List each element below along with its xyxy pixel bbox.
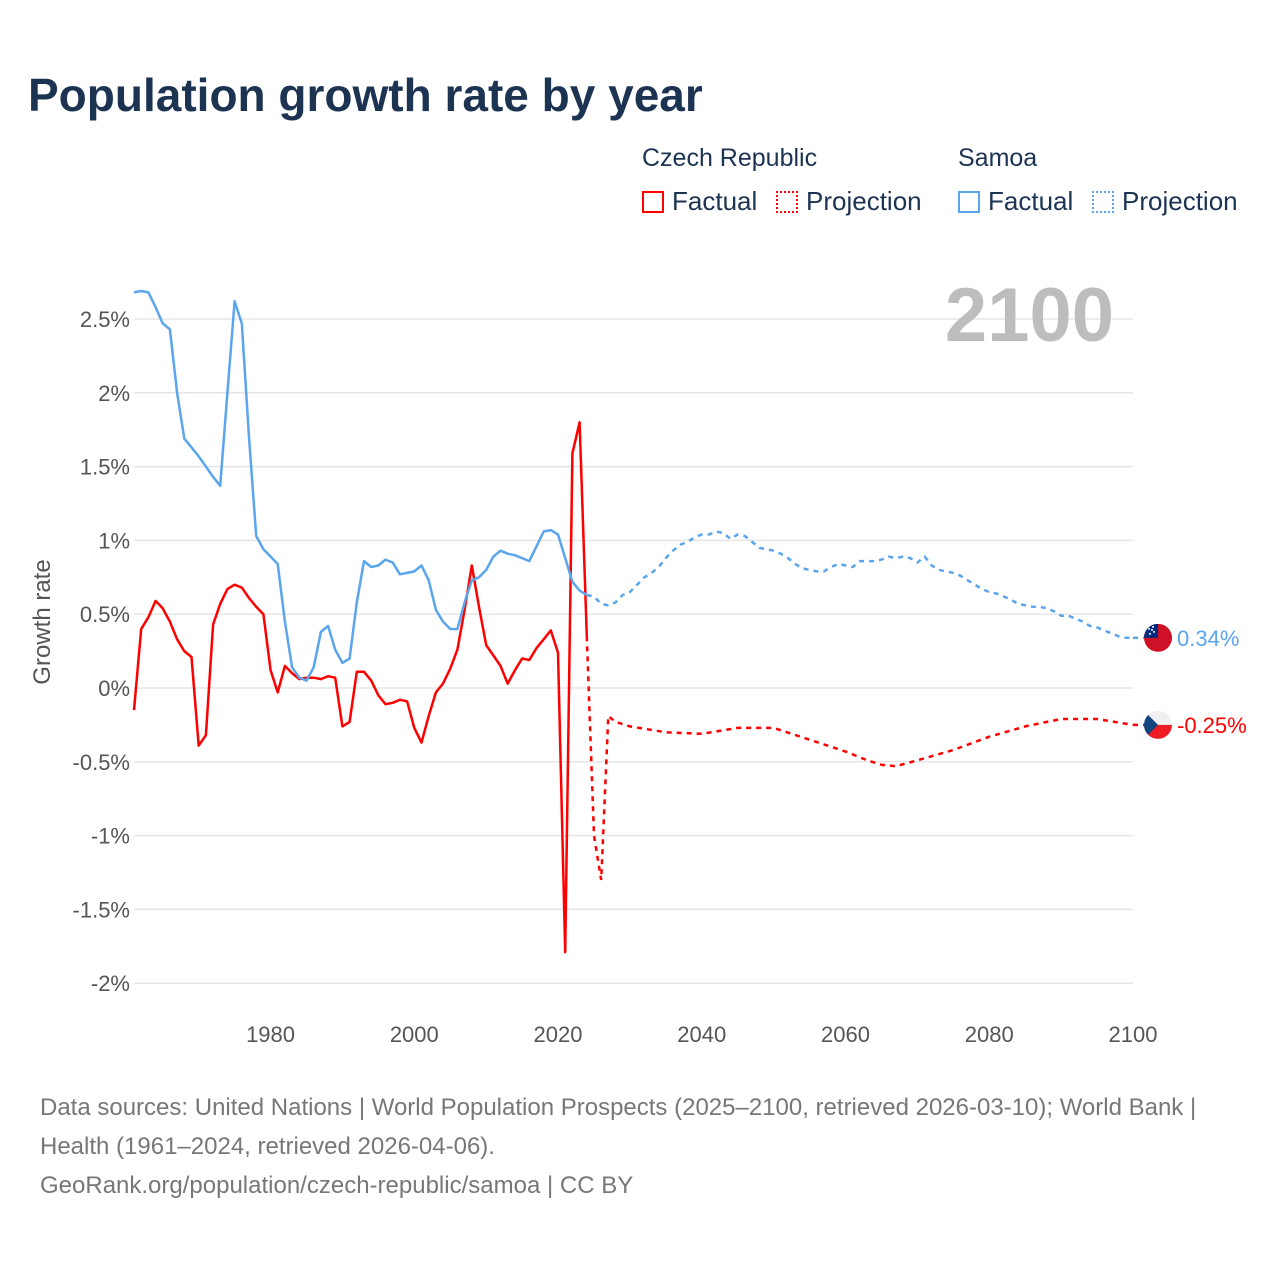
y-tick-label: -0.5% xyxy=(73,750,130,775)
y-tick-label: 0% xyxy=(98,676,130,701)
flag-star xyxy=(1153,630,1155,633)
legend-swatch-dotted xyxy=(776,190,798,213)
flag-shape xyxy=(1144,623,1172,652)
legend-swatch-dotted xyxy=(1092,190,1114,213)
legend-czech-factual[interactable]: Factual xyxy=(642,186,757,217)
legend-group-czech: Czech Republic xyxy=(642,144,818,172)
x-tick-label: 1980 xyxy=(246,1022,295,1047)
flag-triangle xyxy=(1144,710,1158,739)
flag-star xyxy=(1152,625,1154,628)
legend-label: Projection xyxy=(1122,186,1238,216)
footer: Data sources: United Nations | World Pop… xyxy=(40,1088,1240,1205)
attribution-link[interactable]: GeoRank.org/population/czech-republic/sa… xyxy=(40,1172,634,1199)
flag-star xyxy=(1149,632,1151,635)
y-tick-label: 1.5% xyxy=(80,455,130,480)
x-tick-label: 2080 xyxy=(965,1022,1014,1047)
x-tick-label: 2100 xyxy=(1109,1022,1158,1047)
x-tick-label: 2020 xyxy=(534,1022,583,1047)
legend-label: Factual xyxy=(988,186,1074,216)
samoa-flag-icon xyxy=(1144,623,1172,652)
y-axis-label: Growth rate xyxy=(29,559,56,684)
plot-area: 2.5% 2% 1.5% 1% 0.5% 0% -0.5% -1% -1.5% -2% 1980 20… xyxy=(29,289,1247,1047)
czech-republic-factual-line xyxy=(132,421,589,954)
y-tick-label: 0.5% xyxy=(80,602,130,627)
legend-label: Factual xyxy=(672,186,758,216)
czech-republic-flag-icon xyxy=(1144,710,1172,739)
legend-swatch-solid xyxy=(642,190,664,213)
legend-label: Projection xyxy=(806,186,922,216)
legend-czech-projection[interactable]: Projection xyxy=(776,186,922,217)
flag-star xyxy=(1148,627,1150,630)
flag-star xyxy=(1151,628,1153,631)
flag-canton xyxy=(1144,623,1158,638)
samoa-factual-line xyxy=(133,289,588,682)
y-tick-label: 2% xyxy=(98,381,130,406)
legend-samoa-projection[interactable]: Projection xyxy=(1092,186,1238,217)
y-tick-label: 1% xyxy=(98,528,130,553)
samoa-projection-line xyxy=(586,530,1133,640)
y-tick-label: -1.5% xyxy=(73,897,130,922)
legend-samoa-factual[interactable]: Factual xyxy=(958,186,1073,217)
legend-swatch-solid xyxy=(958,190,980,213)
x-tick-label: 2040 xyxy=(677,1022,726,1047)
samoa-end-label: 0.34% xyxy=(1177,626,1239,651)
czech-republic-end-label: -0.25% xyxy=(1177,713,1247,738)
y-tick-label: 2.5% xyxy=(80,307,130,332)
flag-shape xyxy=(1144,710,1172,739)
x-tick-label: 2000 xyxy=(390,1022,439,1047)
chart-title: Population growth rate by year xyxy=(28,69,703,121)
legend-group-samoa: Samoa xyxy=(958,144,1038,172)
y-tick-label: -1% xyxy=(91,824,130,849)
data-sources: Data sources: United Nations | World Pop… xyxy=(40,1094,1197,1160)
x-tick-label: 2060 xyxy=(821,1022,870,1047)
current-year-label: 2100 xyxy=(944,273,1114,358)
czech-republic-projection-line xyxy=(585,636,1134,881)
y-tick-label: -2% xyxy=(91,971,130,996)
